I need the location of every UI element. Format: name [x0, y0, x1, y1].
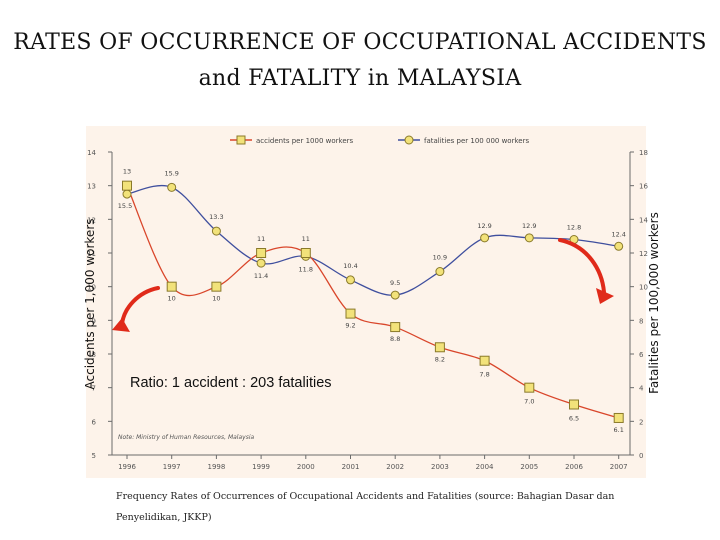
y-tick-label-right: 10	[639, 284, 648, 292]
fatality-point	[211, 226, 221, 236]
accident-point	[256, 248, 267, 258]
accident-data-label: 7.8	[479, 371, 489, 379]
y-tick-label-right: 14	[639, 216, 648, 224]
fatality-point	[167, 182, 177, 192]
accident-data-label: 10	[212, 295, 220, 303]
y-tick-label-left: 10	[87, 284, 96, 292]
accident-point	[166, 281, 177, 292]
x-tick-label: 2002	[386, 463, 404, 471]
fatality-point	[390, 290, 400, 300]
y-tick-label-left: 5	[92, 452, 96, 460]
accident-point	[524, 382, 535, 393]
chart-title-line2: and FATALITY in MALAYSIA	[198, 66, 522, 91]
accident-point	[345, 308, 356, 319]
x-tick-label: 2001	[342, 463, 360, 471]
accident-data-label: 10	[168, 295, 176, 303]
y-tick-label-right: 2	[639, 418, 643, 426]
y-tick-label-left: 14	[87, 149, 96, 157]
plot-panel	[86, 126, 646, 478]
fatality-point	[480, 233, 490, 243]
y-tick-label-left: 6	[92, 418, 97, 426]
fatality-point	[435, 267, 445, 277]
accident-data-label: 7.0	[524, 398, 534, 406]
x-tick-label: 2004	[476, 463, 494, 471]
fatality-point	[524, 233, 534, 243]
y-tick-label-left: 8	[92, 351, 96, 359]
x-tick-label: 1998	[207, 463, 225, 471]
chart-source-note: Note: Ministry of Human Resources, Malay…	[118, 434, 254, 441]
y-axis-label-left: Accidents per 1,000 workers	[83, 218, 97, 390]
fatality-point	[122, 189, 132, 199]
accident-point	[122, 180, 132, 191]
fatality-point	[346, 275, 355, 285]
y-tick-label-left: 9	[92, 317, 96, 325]
accident-point	[479, 355, 490, 366]
accident-point	[390, 322, 401, 333]
legend-label-fatalities: fatalities per 100 000 workers	[424, 137, 529, 145]
accident-data-label: 6.5	[569, 415, 579, 423]
fatality-data-label: 15.9	[164, 169, 178, 177]
fatality-data-label: 10.9	[433, 254, 447, 262]
arrow-right-icon	[558, 238, 606, 294]
x-tick-label: 2003	[431, 463, 449, 471]
fatality-data-label: 11.4	[254, 272, 268, 280]
fatality-data-label: 12.9	[477, 222, 491, 230]
y-tick-label-right: 4	[639, 385, 644, 393]
fatality-data-label: 13.3	[209, 213, 223, 221]
legend-marker-accidents	[236, 135, 246, 145]
arrow-left-head-icon	[112, 318, 130, 332]
x-tick-label: 1996	[118, 463, 136, 471]
y-tick-label-left: 11	[87, 250, 96, 258]
accident-data-label: 11	[302, 235, 310, 243]
x-tick-label: 2005	[520, 463, 538, 471]
accident-point	[300, 248, 311, 258]
y-tick-label-right: 12	[639, 250, 648, 258]
fatality-data-label: 10.4	[343, 262, 357, 270]
legend-marker-fatalities	[404, 135, 414, 145]
fatality-data-label: 12.9	[522, 222, 536, 230]
accident-data-label: 9.2	[345, 322, 355, 330]
accident-point	[434, 342, 445, 353]
accident-data-label: 13	[123, 168, 131, 176]
y-axis-label-right: Fatalities per 100,000 workers	[647, 212, 661, 394]
accident-point	[211, 281, 222, 292]
y-tick-label-right: 6	[639, 351, 644, 359]
y-tick-label-right: 0	[639, 452, 643, 460]
x-tick-label: 2006	[565, 463, 583, 471]
accident-data-label: 6.1	[614, 426, 624, 434]
y-tick-label-left: 7	[92, 385, 96, 393]
arrow-right-head-icon	[596, 288, 614, 304]
fatality-data-label: 12.4	[611, 230, 625, 238]
accident-data-label: 8.2	[435, 355, 445, 363]
chart-title-line1: RATES OF OCCURRENCE OF OCCUPATIONAL ACCI…	[13, 30, 707, 55]
x-tick-label: 1997	[163, 463, 181, 471]
fatality-data-label: 15.5	[118, 202, 132, 210]
y-tick-label-right: 16	[639, 183, 648, 191]
accident-data-label: 11	[257, 235, 265, 243]
legend-label-accidents: accidents per 1000 workers	[256, 137, 354, 145]
y-tick-label-left: 12	[87, 216, 96, 224]
ratio-annotation: Ratio: 1 accident : 203 fatalities	[130, 375, 332, 391]
accident-point	[569, 399, 579, 410]
fatality-point	[614, 241, 624, 251]
fatality-data-label: 9.5	[390, 279, 400, 287]
y-tick-label-left: 13	[87, 183, 96, 191]
x-tick-label: 2007	[610, 463, 628, 471]
fatality-point	[256, 258, 266, 268]
x-tick-label: 1999	[252, 463, 270, 471]
figure-caption: Frequency Rates of Occurrences of Occupa…	[116, 491, 615, 523]
y-tick-label-right: 8	[639, 317, 643, 325]
accident-point	[613, 412, 624, 423]
y-tick-label-right: 18	[639, 149, 648, 157]
x-tick-label: 2000	[297, 463, 315, 471]
accident-data-label: 8.8	[390, 335, 400, 343]
fatality-data-label: 11.8	[299, 265, 313, 273]
fatality-data-label: 12.8	[567, 224, 581, 232]
